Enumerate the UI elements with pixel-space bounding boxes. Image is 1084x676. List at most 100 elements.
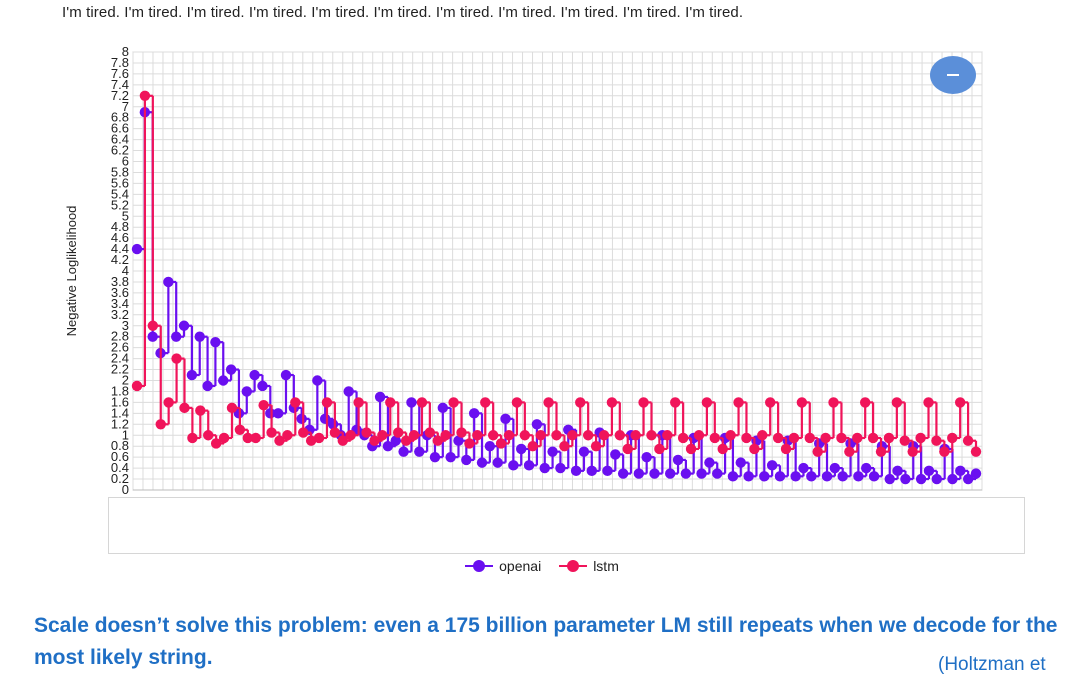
legend-dot-lstm bbox=[567, 560, 580, 572]
data-point-lstm bbox=[765, 397, 776, 408]
data-point-openai bbox=[633, 468, 645, 479]
data-point-openai bbox=[147, 331, 158, 342]
y-tick-label: 7 bbox=[122, 99, 129, 114]
data-point-lstm bbox=[725, 430, 736, 441]
data-point-lstm bbox=[559, 441, 570, 452]
y-tick-label: 1.8 bbox=[111, 383, 129, 398]
data-point-lstm bbox=[519, 430, 531, 441]
y-tick-label: 4.2 bbox=[111, 252, 129, 267]
data-point-lstm bbox=[298, 427, 309, 438]
legend-dot-openai bbox=[473, 560, 486, 572]
data-point-lstm bbox=[883, 432, 895, 444]
data-point-lstm bbox=[313, 432, 325, 444]
data-point-lstm bbox=[511, 397, 523, 408]
y-tick-label: 5.8 bbox=[111, 164, 129, 179]
zoom-out-button[interactable] bbox=[930, 56, 976, 94]
data-point-openai bbox=[570, 465, 582, 477]
data-point-openai bbox=[445, 451, 456, 463]
data-point-lstm bbox=[218, 432, 230, 444]
data-point-openai bbox=[900, 473, 911, 485]
data-point-openai bbox=[672, 454, 684, 466]
data-point-lstm bbox=[345, 430, 356, 441]
data-point-openai bbox=[727, 471, 739, 482]
data-point-lstm bbox=[844, 446, 855, 457]
data-point-lstm bbox=[859, 397, 871, 408]
data-point-openai bbox=[484, 441, 496, 452]
data-point-lstm bbox=[867, 432, 879, 444]
data-point-openai bbox=[947, 473, 958, 485]
y-tick-label: 4.4 bbox=[111, 241, 129, 256]
data-point-lstm bbox=[456, 427, 467, 438]
data-point-lstm bbox=[590, 441, 602, 452]
y-tick-label: 5.6 bbox=[111, 175, 129, 190]
data-point-lstm bbox=[915, 432, 926, 444]
legend-label-lstm: lstm bbox=[593, 558, 619, 574]
data-point-lstm bbox=[329, 427, 341, 438]
data-point-openai bbox=[617, 468, 629, 479]
data-point-lstm bbox=[503, 430, 515, 441]
data-point-lstm bbox=[179, 402, 190, 414]
data-point-lstm bbox=[480, 397, 491, 408]
data-point-lstm bbox=[369, 435, 380, 446]
data-point-openai bbox=[194, 331, 205, 342]
data-point-openai bbox=[171, 331, 182, 342]
data-point-lstm bbox=[527, 441, 538, 452]
legend-item-openai[interactable]: openai bbox=[465, 558, 541, 574]
data-point-lstm bbox=[551, 430, 562, 441]
data-point-lstm bbox=[614, 430, 626, 441]
data-point-lstm bbox=[575, 397, 586, 408]
nll-line-chart: 00.20.40.60.811.21.41.61.822.22.42.62.83… bbox=[64, 44, 983, 497]
legend-label-openai: openai bbox=[499, 558, 542, 574]
data-point-lstm bbox=[440, 430, 451, 441]
data-point-openai bbox=[492, 457, 503, 468]
data-point-lstm bbox=[163, 397, 174, 408]
data-point-lstm bbox=[487, 430, 499, 441]
minus-icon bbox=[947, 74, 959, 76]
data-point-openai bbox=[280, 369, 292, 381]
data-point-openai bbox=[374, 391, 386, 403]
data-point-lstm bbox=[662, 430, 673, 441]
chart-legend: openai lstm bbox=[0, 555, 1084, 577]
y-tick-label: 1.4 bbox=[111, 405, 129, 420]
data-point-lstm bbox=[282, 430, 293, 441]
data-point-lstm bbox=[606, 397, 618, 408]
data-point-openai bbox=[257, 380, 268, 392]
data-point-lstm bbox=[709, 432, 721, 444]
data-point-lstm bbox=[290, 397, 301, 408]
y-tick-label: 0 bbox=[122, 482, 129, 497]
data-point-lstm bbox=[677, 432, 689, 444]
y-tick-label: 5.4 bbox=[111, 186, 129, 201]
data-point-lstm bbox=[582, 430, 594, 441]
data-point-openai bbox=[798, 462, 809, 474]
data-point-openai bbox=[915, 473, 927, 485]
data-point-lstm bbox=[598, 430, 610, 441]
data-point-lstm bbox=[931, 435, 942, 446]
data-point-openai bbox=[821, 471, 833, 482]
data-point-openai bbox=[923, 465, 935, 477]
data-point-lstm bbox=[701, 397, 713, 408]
y-tick-label: 1.2 bbox=[111, 416, 129, 431]
data-point-openai bbox=[312, 375, 323, 386]
data-point-openai bbox=[516, 443, 527, 455]
data-point-lstm bbox=[567, 430, 578, 441]
y-tick-label: 8 bbox=[122, 44, 129, 59]
data-point-lstm bbox=[266, 427, 277, 438]
y-tick-label: 2.8 bbox=[111, 329, 129, 344]
data-point-openai bbox=[602, 465, 613, 477]
data-point-openai bbox=[664, 468, 676, 479]
data-point-lstm bbox=[377, 430, 388, 441]
y-tick-label: 2.4 bbox=[111, 351, 129, 366]
citation: (Holtzman et bbox=[938, 654, 1046, 675]
data-point-lstm bbox=[970, 446, 982, 457]
slide-caption: Scale doesn’t solve this problem: even a… bbox=[34, 614, 1058, 669]
y-tick-label: 0.2 bbox=[111, 471, 129, 486]
y-tick-label: 5.2 bbox=[111, 197, 129, 212]
data-point-openai bbox=[296, 413, 307, 425]
legend-item-lstm[interactable]: lstm bbox=[559, 558, 619, 574]
data-point-openai bbox=[468, 408, 480, 419]
data-point-openai bbox=[547, 446, 558, 457]
data-point-lstm bbox=[234, 424, 246, 435]
data-point-openai bbox=[218, 375, 229, 386]
data-point-openai bbox=[382, 441, 394, 452]
data-point-openai bbox=[931, 473, 942, 485]
